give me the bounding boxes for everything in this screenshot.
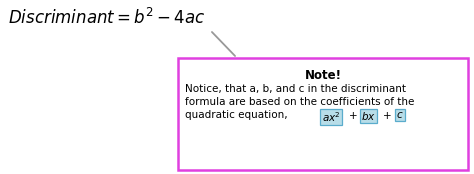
- Text: $+$: $+$: [383, 110, 392, 121]
- Bar: [178, 58, 468, 170]
- Text: formula are based on the coefficients of the: formula are based on the coefficients of…: [185, 97, 414, 107]
- Text: quadratic equation,: quadratic equation,: [185, 110, 291, 120]
- Text: Notice, that a, b, and c in the discriminant: Notice, that a, b, and c in the discrimi…: [185, 84, 406, 94]
- Text: $+$: $+$: [348, 110, 357, 121]
- Text: $ax^2$: $ax^2$: [322, 110, 340, 124]
- Text: $bx$: $bx$: [361, 110, 376, 122]
- Text: $\mathit{Discriminant} = b^2 - 4ac$: $\mathit{Discriminant} = b^2 - 4ac$: [8, 8, 206, 28]
- Text: Note!: Note!: [304, 69, 341, 82]
- Text: $c$: $c$: [396, 110, 403, 120]
